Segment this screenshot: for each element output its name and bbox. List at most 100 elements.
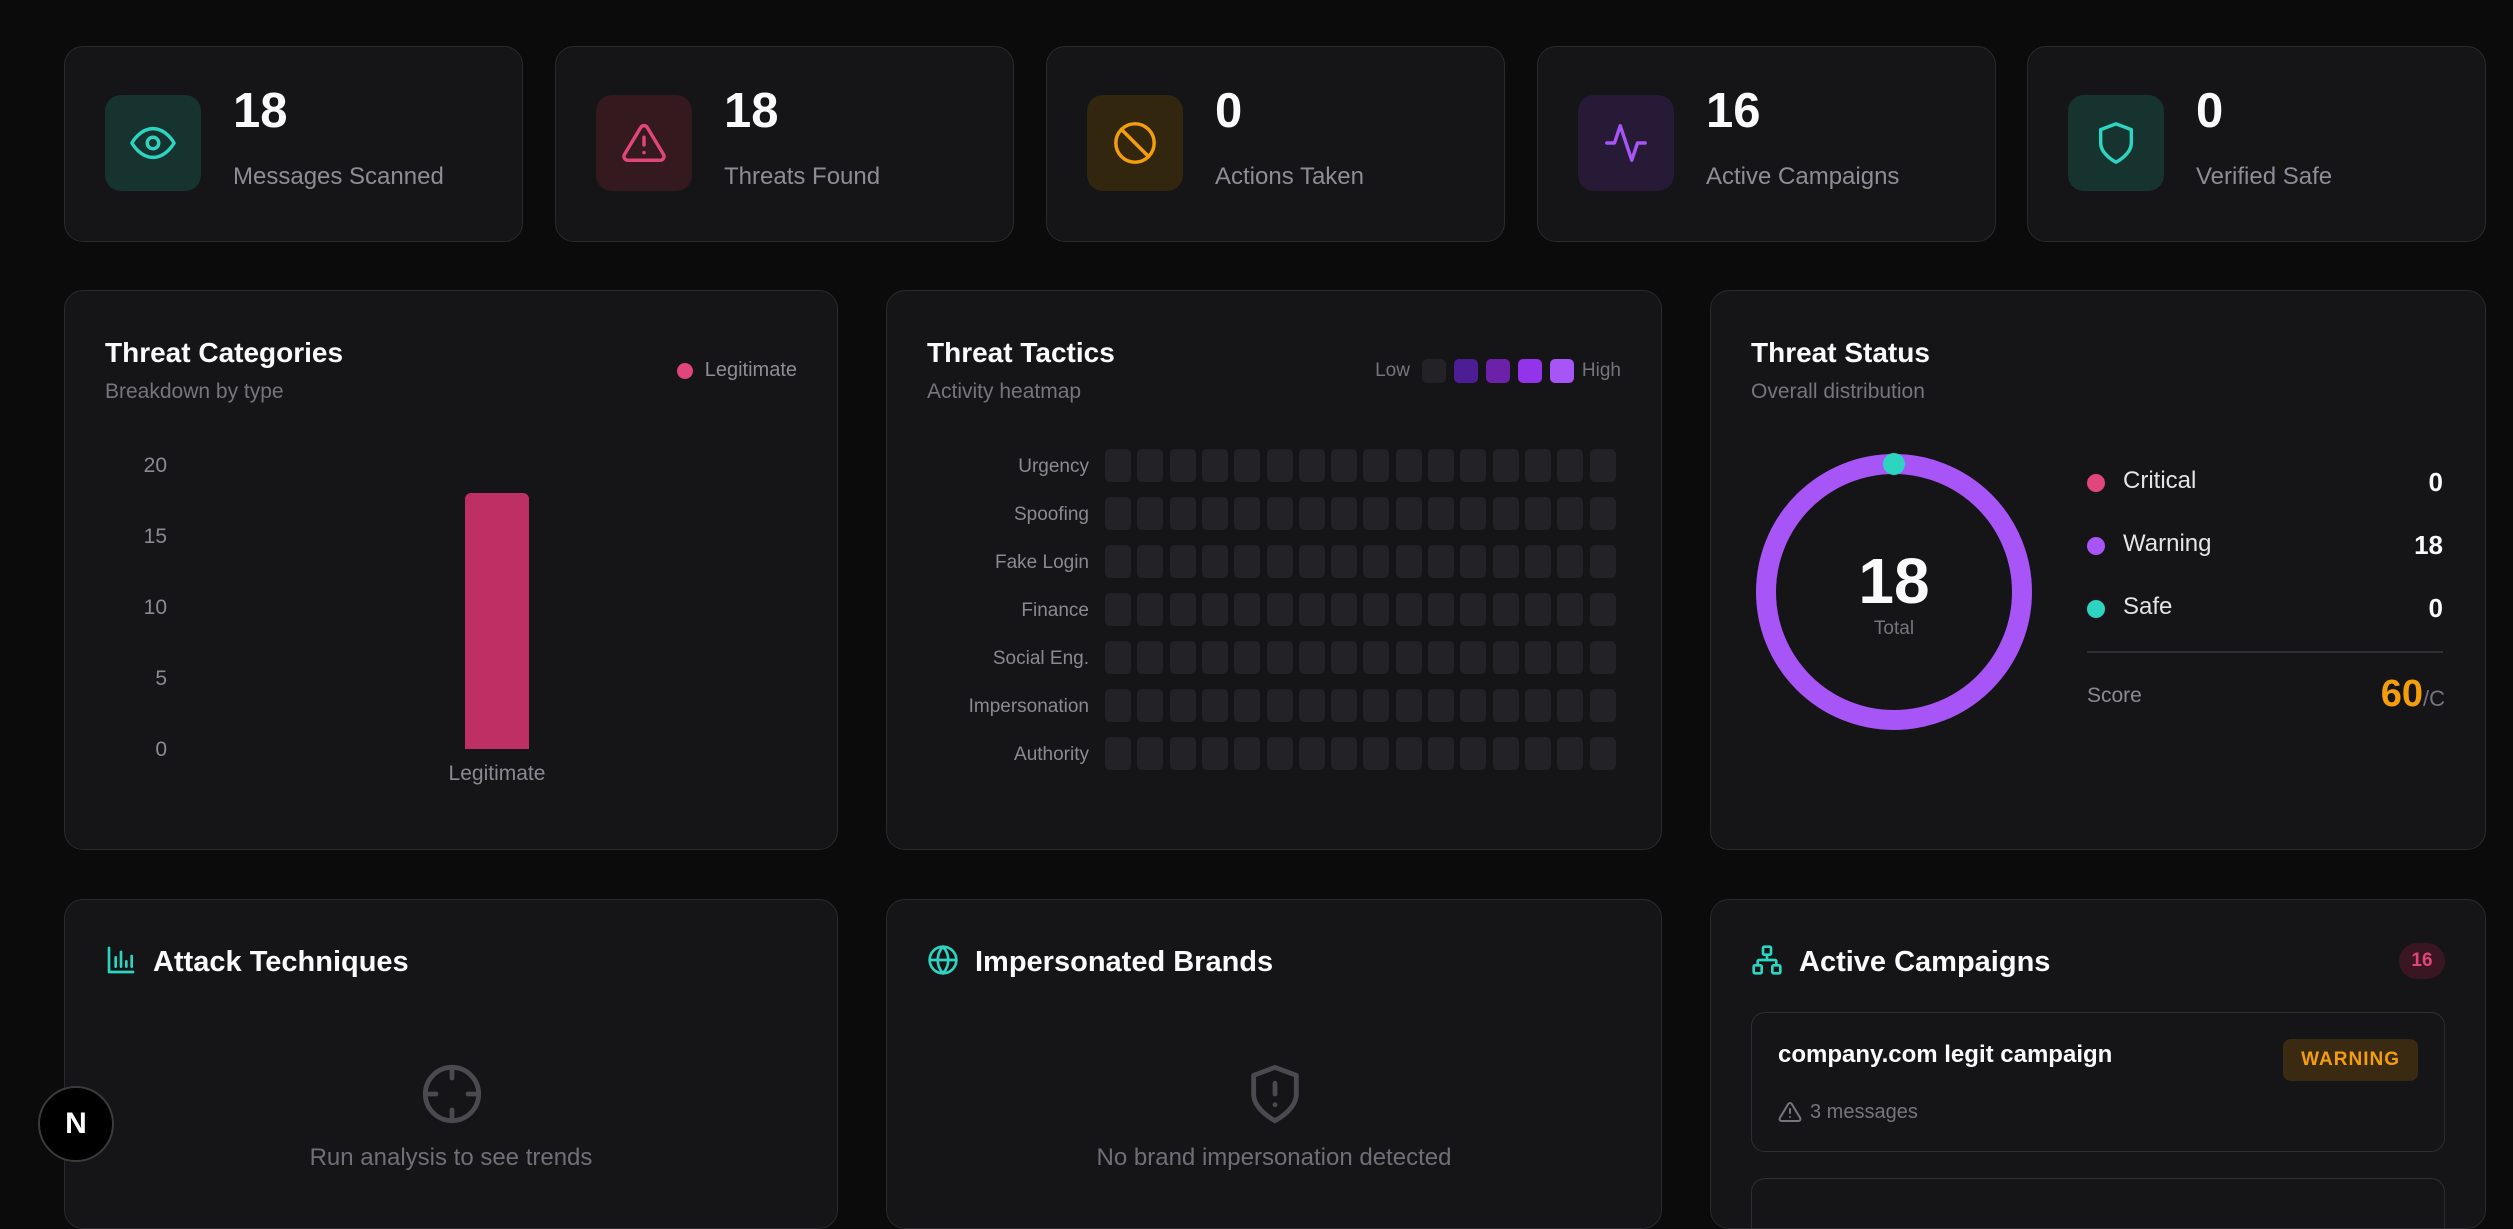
- heatmap-cell[interactable]: [1557, 497, 1584, 530]
- heatmap-cell[interactable]: [1105, 449, 1131, 482]
- heatmap-cell[interactable]: [1363, 641, 1390, 674]
- heatmap-cell[interactable]: [1234, 545, 1261, 578]
- heatmap-cell[interactable]: [1460, 545, 1487, 578]
- heatmap-cell[interactable]: [1395, 737, 1422, 770]
- heatmap-cell[interactable]: [1524, 689, 1551, 722]
- heatmap-cell[interactable]: [1524, 497, 1551, 530]
- heatmap-cell[interactable]: [1589, 689, 1616, 722]
- heatmap-cell[interactable]: [1298, 737, 1325, 770]
- heatmap-cell[interactable]: [1363, 593, 1390, 626]
- heatmap-cell[interactable]: [1298, 497, 1325, 530]
- heatmap-cell[interactable]: [1557, 449, 1584, 482]
- campaign-item-partial[interactable]: [1751, 1178, 2445, 1228]
- heatmap-cell[interactable]: [1557, 689, 1584, 722]
- heatmap-cell[interactable]: [1234, 593, 1261, 626]
- heatmap-cell[interactable]: [1428, 593, 1454, 626]
- heatmap-cell[interactable]: [1428, 449, 1454, 482]
- heatmap-cell[interactable]: [1234, 497, 1261, 530]
- heatmap-cell[interactable]: [1298, 689, 1325, 722]
- heatmap-cell[interactable]: [1201, 593, 1228, 626]
- heatmap-cell[interactable]: [1105, 689, 1131, 722]
- heatmap-cell[interactable]: [1331, 641, 1358, 674]
- heatmap-cell[interactable]: [1298, 593, 1325, 626]
- dev-tools-badge[interactable]: N: [38, 1086, 114, 1162]
- heatmap-cell[interactable]: [1234, 737, 1261, 770]
- heatmap-cell[interactable]: [1492, 497, 1519, 530]
- heatmap-cell[interactable]: [1137, 689, 1164, 722]
- heatmap-cell[interactable]: [1266, 545, 1293, 578]
- campaign-item[interactable]: company.com legit campaign WARNING 3 mes…: [1751, 1012, 2445, 1152]
- heatmap-cell[interactable]: [1169, 545, 1196, 578]
- heatmap-cell[interactable]: [1395, 545, 1422, 578]
- heatmap-cell[interactable]: [1266, 593, 1293, 626]
- heatmap-cell[interactable]: [1524, 737, 1551, 770]
- heatmap-cell[interactable]: [1201, 497, 1228, 530]
- heatmap-cell[interactable]: [1557, 593, 1584, 626]
- heatmap-cell[interactable]: [1298, 449, 1325, 482]
- heatmap-cell[interactable]: [1460, 641, 1487, 674]
- heatmap-cell[interactable]: [1105, 497, 1131, 530]
- heatmap-cell[interactable]: [1137, 545, 1164, 578]
- heatmap-cell[interactable]: [1428, 545, 1454, 578]
- heatmap-cell[interactable]: [1363, 449, 1390, 482]
- heatmap-cell[interactable]: [1201, 689, 1228, 722]
- heatmap-cell[interactable]: [1201, 545, 1228, 578]
- heatmap-cell[interactable]: [1524, 449, 1551, 482]
- heatmap-cell[interactable]: [1363, 689, 1390, 722]
- heatmap-cell[interactable]: [1524, 593, 1551, 626]
- heatmap-cell[interactable]: [1589, 449, 1616, 482]
- heatmap-cell[interactable]: [1266, 737, 1293, 770]
- heatmap-cell[interactable]: [1137, 737, 1164, 770]
- bar[interactable]: [465, 493, 529, 749]
- heatmap-cell[interactable]: [1234, 449, 1261, 482]
- heatmap-cell[interactable]: [1298, 641, 1325, 674]
- heatmap-cell[interactable]: [1589, 593, 1616, 626]
- heatmap-cell[interactable]: [1169, 689, 1196, 722]
- heatmap-cell[interactable]: [1137, 593, 1164, 626]
- heatmap-cell[interactable]: [1331, 689, 1358, 722]
- heatmap-cell[interactable]: [1363, 545, 1390, 578]
- heatmap-cell[interactable]: [1557, 737, 1584, 770]
- heatmap-cell[interactable]: [1105, 545, 1131, 578]
- heatmap-cell[interactable]: [1460, 593, 1487, 626]
- heatmap-cell[interactable]: [1395, 593, 1422, 626]
- heatmap-cell[interactable]: [1428, 689, 1454, 722]
- heatmap-cell[interactable]: [1395, 497, 1422, 530]
- heatmap-cell[interactable]: [1363, 497, 1390, 530]
- heatmap-cell[interactable]: [1169, 449, 1196, 482]
- heatmap-cell[interactable]: [1557, 545, 1584, 578]
- heatmap-cell[interactable]: [1557, 641, 1584, 674]
- heatmap-cell[interactable]: [1266, 641, 1293, 674]
- heatmap-cell[interactable]: [1169, 641, 1196, 674]
- heatmap-cell[interactable]: [1266, 689, 1293, 722]
- heatmap-cell[interactable]: [1201, 737, 1228, 770]
- heatmap-cell[interactable]: [1524, 545, 1551, 578]
- heatmap-cell[interactable]: [1331, 449, 1358, 482]
- heatmap-cell[interactable]: [1331, 497, 1358, 530]
- heatmap-cell[interactable]: [1234, 689, 1261, 722]
- heatmap-cell[interactable]: [1589, 497, 1616, 530]
- heatmap-cell[interactable]: [1492, 449, 1519, 482]
- heatmap-cell[interactable]: [1492, 593, 1519, 626]
- heatmap-cell[interactable]: [1589, 545, 1616, 578]
- heatmap-cell[interactable]: [1105, 737, 1131, 770]
- heatmap-cell[interactable]: [1201, 641, 1228, 674]
- heatmap-cell[interactable]: [1363, 737, 1390, 770]
- heatmap-cell[interactable]: [1331, 545, 1358, 578]
- heatmap-cell[interactable]: [1460, 689, 1487, 722]
- heatmap-cell[interactable]: [1137, 449, 1164, 482]
- heatmap-cell[interactable]: [1460, 497, 1487, 530]
- heatmap-cell[interactable]: [1169, 497, 1196, 530]
- heatmap-cell[interactable]: [1589, 737, 1616, 770]
- heatmap-cell[interactable]: [1589, 641, 1616, 674]
- heatmap-cell[interactable]: [1492, 689, 1519, 722]
- heatmap-cell[interactable]: [1395, 449, 1422, 482]
- heatmap-cell[interactable]: [1492, 545, 1519, 578]
- heatmap-cell[interactable]: [1331, 593, 1358, 626]
- heatmap-cell[interactable]: [1137, 497, 1164, 530]
- heatmap-cell[interactable]: [1234, 641, 1261, 674]
- heatmap-cell[interactable]: [1169, 737, 1196, 770]
- heatmap-cell[interactable]: [1266, 497, 1293, 530]
- heatmap-cell[interactable]: [1201, 449, 1228, 482]
- heatmap-cell[interactable]: [1105, 641, 1131, 674]
